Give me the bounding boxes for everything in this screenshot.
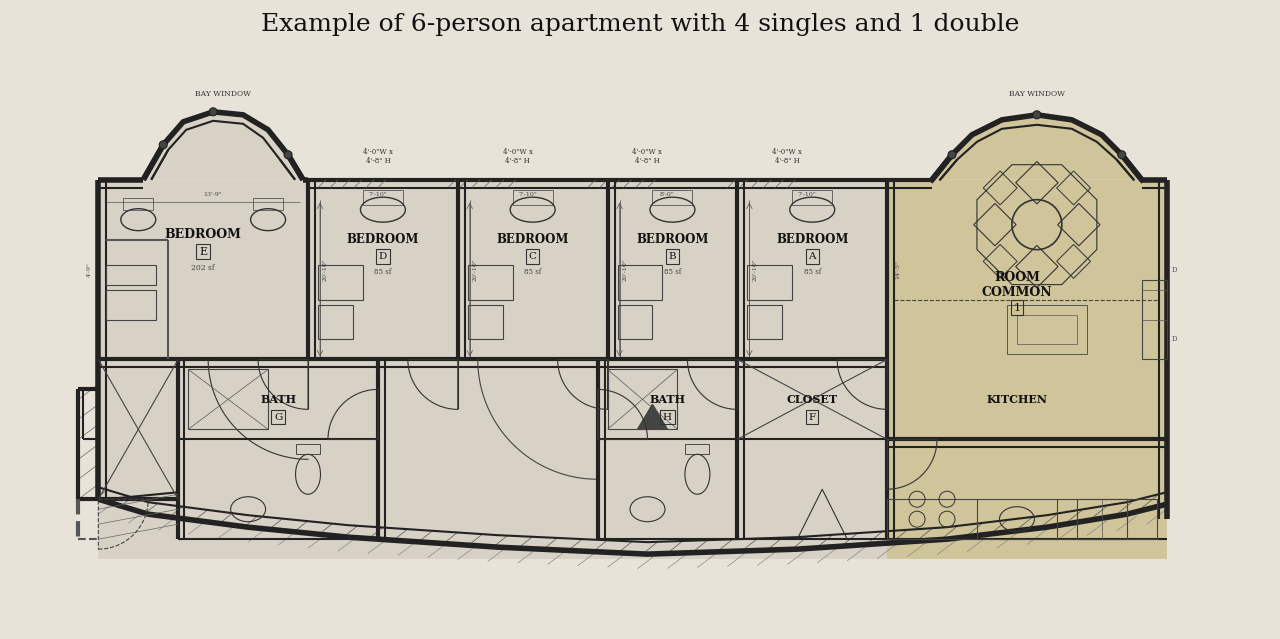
Text: F: F <box>809 413 815 422</box>
Bar <box>685 444 709 454</box>
Text: A: A <box>809 252 815 261</box>
Bar <box>123 197 154 210</box>
Bar <box>106 289 156 320</box>
Text: ROOM
COMMON: ROOM COMMON <box>982 270 1052 298</box>
Text: BEDROOM: BEDROOM <box>776 233 849 246</box>
Text: BEDROOM: BEDROOM <box>347 233 419 246</box>
Bar <box>748 305 782 339</box>
Text: 4'-0"W x
4'-8" H: 4'-0"W x 4'-8" H <box>364 148 393 165</box>
Polygon shape <box>143 112 303 180</box>
Text: BEDROOM: BEDROOM <box>165 228 242 241</box>
Bar <box>1057 244 1091 279</box>
Text: H: H <box>663 413 672 422</box>
Text: BAY WINDOW: BAY WINDOW <box>195 90 251 98</box>
Text: 20'-10": 20'-10" <box>622 258 627 281</box>
Text: D: D <box>1171 335 1178 344</box>
Circle shape <box>209 108 218 116</box>
Text: 20'-10": 20'-10" <box>753 258 758 281</box>
Text: 20'-10": 20'-10" <box>323 258 328 281</box>
Text: E: E <box>200 247 207 257</box>
Text: B: B <box>668 252 676 261</box>
Bar <box>617 305 653 339</box>
Text: 4'-0"W x
4'-8" H: 4'-0"W x 4'-8" H <box>772 148 803 165</box>
Text: KITCHEN: KITCHEN <box>987 394 1047 405</box>
Bar <box>608 369 677 429</box>
Bar <box>974 203 1016 246</box>
Bar <box>792 190 832 204</box>
Circle shape <box>1033 111 1041 119</box>
Polygon shape <box>637 404 667 429</box>
Polygon shape <box>887 180 1166 559</box>
Text: 7'-10": 7'-10" <box>518 192 538 197</box>
Text: 85 sf: 85 sf <box>804 268 820 275</box>
Text: 14'-5": 14'-5" <box>895 260 900 279</box>
Bar <box>106 265 156 284</box>
Text: C: C <box>529 252 536 261</box>
Text: D: D <box>1171 266 1178 273</box>
Text: 85 sf: 85 sf <box>374 268 392 275</box>
Text: G: G <box>274 413 283 422</box>
Text: Example of 6-person apartment with 4 singles and 1 double: Example of 6-person apartment with 4 sin… <box>261 13 1019 36</box>
Text: 85 sf: 85 sf <box>664 268 681 275</box>
Bar <box>467 305 503 339</box>
Bar <box>1076 499 1126 539</box>
Bar <box>188 369 268 429</box>
Bar <box>513 190 553 204</box>
Circle shape <box>284 151 292 158</box>
Bar <box>748 265 792 300</box>
Text: 20'-10": 20'-10" <box>472 258 477 281</box>
Text: 7'-10": 7'-10" <box>369 192 388 197</box>
Bar <box>887 499 1157 539</box>
Bar <box>983 171 1018 205</box>
Text: BAY WINDOW: BAY WINDOW <box>1009 90 1065 98</box>
Text: 4'-0"W x
4'-8" H: 4'-0"W x 4'-8" H <box>632 148 663 165</box>
Text: 4'-0"W x
4'-8" H: 4'-0"W x 4'-8" H <box>503 148 532 165</box>
Bar <box>1057 171 1091 205</box>
Text: BEDROOM: BEDROOM <box>497 233 568 246</box>
Bar <box>296 444 320 454</box>
Bar <box>1016 314 1076 344</box>
Bar <box>317 305 353 339</box>
Bar <box>617 265 663 300</box>
Bar <box>1142 280 1166 359</box>
Bar <box>467 265 513 300</box>
Text: 4'-9": 4'-9" <box>86 262 91 277</box>
Text: BATH: BATH <box>649 394 686 405</box>
Circle shape <box>948 151 956 158</box>
Bar <box>1016 162 1059 204</box>
Text: D: D <box>379 252 387 261</box>
Text: BATH: BATH <box>260 394 296 405</box>
Text: 13'-9": 13'-9" <box>204 192 223 197</box>
Text: 7'-10": 7'-10" <box>797 192 817 197</box>
Text: 85 sf: 85 sf <box>524 268 541 275</box>
Bar <box>653 190 692 204</box>
Circle shape <box>159 141 168 149</box>
Text: 8'-0": 8'-0" <box>660 192 675 197</box>
Bar <box>1057 203 1100 246</box>
Bar <box>317 265 364 300</box>
Bar <box>364 190 403 204</box>
Bar <box>1016 245 1059 288</box>
Text: 1: 1 <box>1014 302 1020 312</box>
Bar <box>1007 305 1087 355</box>
Polygon shape <box>99 180 887 559</box>
Bar <box>983 244 1018 279</box>
Text: BEDROOM: BEDROOM <box>636 233 709 246</box>
Text: CLOSET: CLOSET <box>787 394 838 405</box>
Circle shape <box>1117 151 1125 158</box>
Text: 202 sf: 202 sf <box>192 263 215 272</box>
Bar <box>253 197 283 210</box>
Polygon shape <box>932 115 1142 180</box>
